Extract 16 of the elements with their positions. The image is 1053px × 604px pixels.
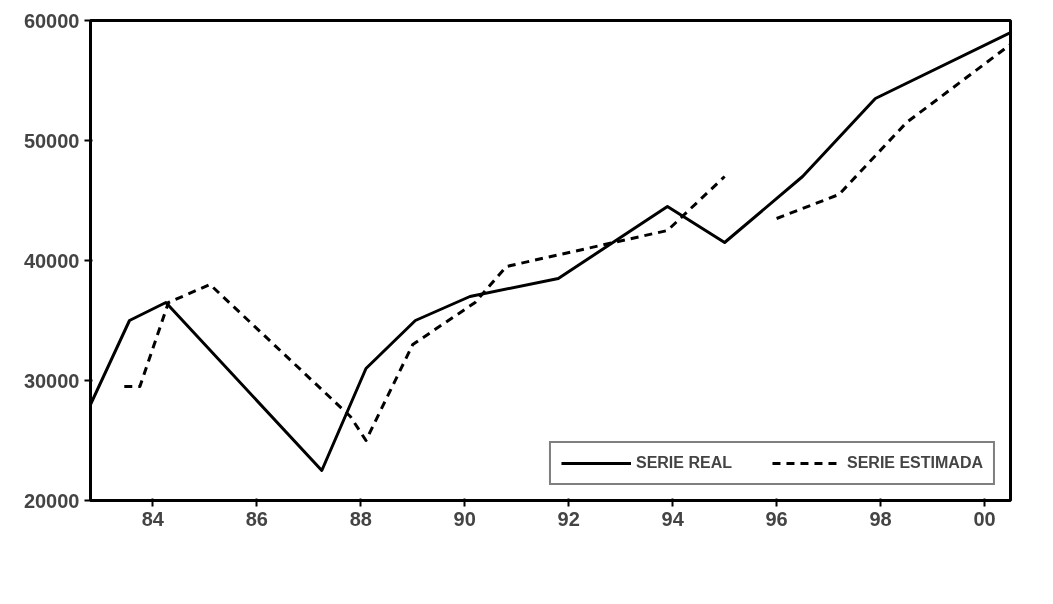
x-tick-label: 94 xyxy=(661,507,685,530)
legend-label: SERIE ESTIMADA xyxy=(846,454,983,472)
y-tick-label: 60000 xyxy=(23,9,80,32)
x-tick-label: 98 xyxy=(869,507,892,530)
x-tick-label: 88 xyxy=(349,507,372,530)
x-tick-label: 92 xyxy=(557,507,580,530)
x-tick-label: 96 xyxy=(765,507,788,530)
x-tick-label: 86 xyxy=(245,507,268,530)
x-tick-label: 00 xyxy=(973,507,996,530)
y-tick-label: 50000 xyxy=(23,129,80,152)
x-tick-label: 90 xyxy=(453,507,476,530)
y-tick-label: 20000 xyxy=(23,489,80,512)
legend-label: SERIE REAL xyxy=(635,454,732,472)
x-tick-label: 84 xyxy=(141,507,165,530)
y-tick-label: 40000 xyxy=(23,249,80,272)
y-tick-label: 30000 xyxy=(23,369,80,392)
